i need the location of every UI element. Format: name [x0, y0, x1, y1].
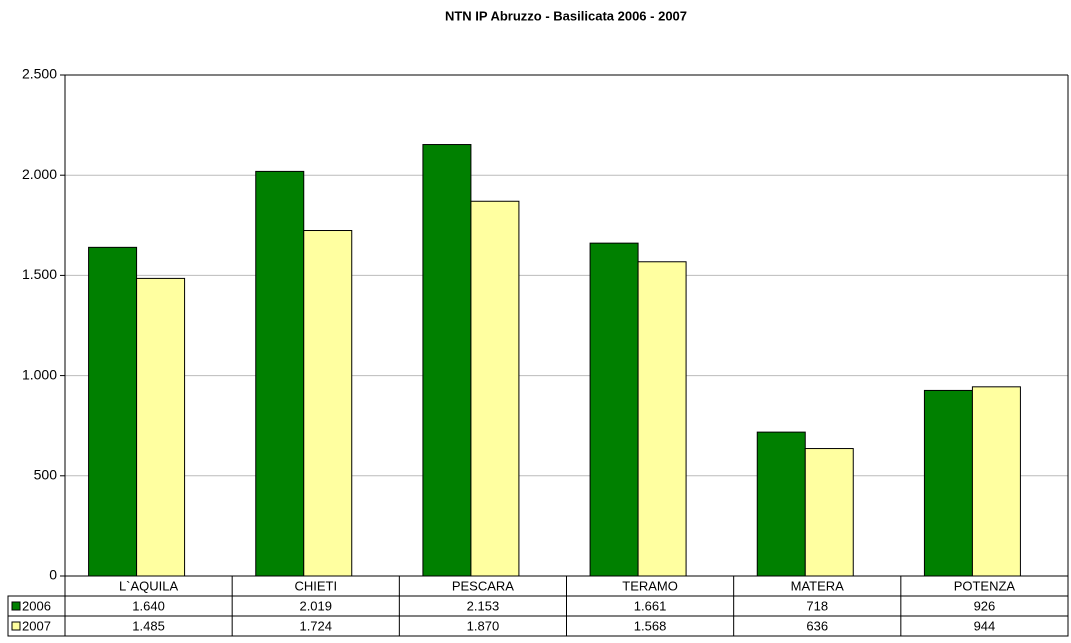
bar	[255, 170, 305, 577]
legend-label: 2006	[22, 598, 51, 613]
legend-swatch	[11, 621, 21, 631]
table-value: 1.661	[634, 598, 667, 613]
table-value: 944	[974, 618, 996, 633]
bar	[971, 386, 1021, 577]
x-tick-label: TERAMO	[622, 578, 678, 593]
y-tick-label: 2.500	[22, 66, 57, 82]
y-tick-label: 0	[49, 567, 57, 583]
y-tick-label: 1.500	[22, 266, 57, 282]
bar	[804, 448, 854, 577]
table-value: 926	[974, 598, 996, 613]
bar	[422, 144, 472, 577]
bar	[136, 277, 186, 577]
legend-label: 2007	[22, 618, 51, 633]
legend-swatch	[11, 601, 21, 611]
y-tick-label: 500	[34, 467, 58, 483]
x-tick-label: POTENZA	[954, 578, 1016, 593]
x-tick-label: L`AQUILA	[119, 578, 179, 593]
bar	[589, 242, 639, 577]
x-tick-label: MATERA	[791, 578, 845, 593]
bar	[88, 246, 138, 577]
x-tick-label: CHIETI	[294, 578, 337, 593]
table-value: 1.870	[467, 618, 500, 633]
table-value: 2.019	[299, 598, 332, 613]
table-value: 1.568	[634, 618, 667, 633]
table-value: 1.485	[132, 618, 165, 633]
x-tick-label: PESCARA	[452, 578, 514, 593]
bar	[637, 261, 687, 577]
bar	[303, 230, 353, 577]
y-tick-label: 1.000	[22, 366, 57, 382]
table-value: 636	[806, 618, 828, 633]
y-tick-label: 2.000	[22, 166, 57, 182]
bar	[923, 389, 973, 577]
bar	[756, 431, 806, 577]
table-value: 718	[806, 598, 828, 613]
table-value: 1.640	[132, 598, 165, 613]
bar	[470, 200, 520, 577]
table-value: 2.153	[467, 598, 500, 613]
chart-title: NTN IP Abruzzo - Basilicata 2006 - 2007	[445, 8, 687, 23]
table-value: 1.724	[299, 618, 332, 633]
